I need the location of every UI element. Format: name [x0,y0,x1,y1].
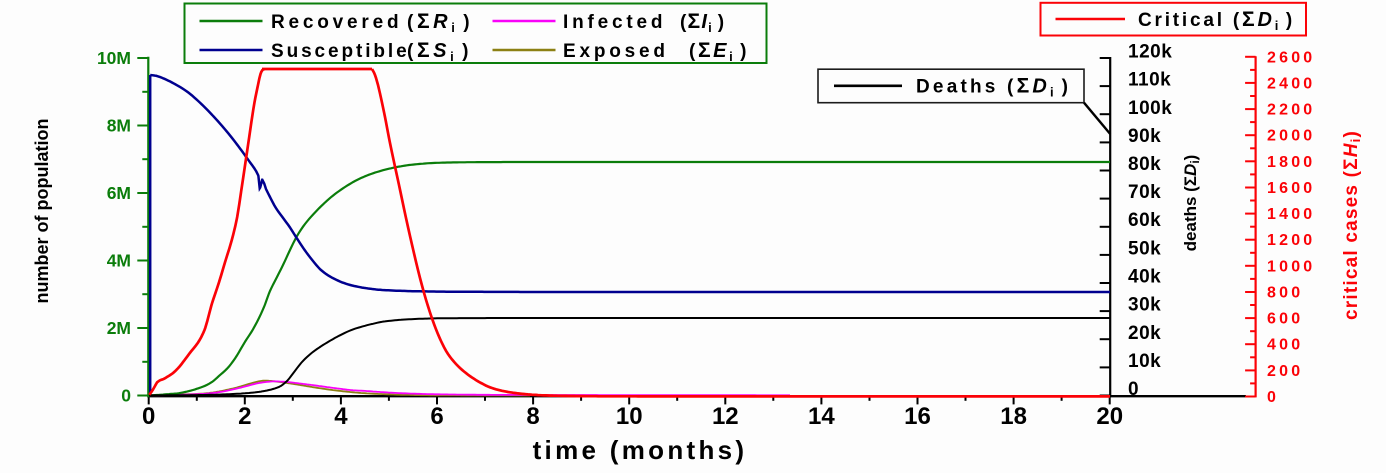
svg-text:2M: 2M [107,318,131,338]
svg-text:0: 0 [121,386,131,406]
svg-text:400: 400 [1267,337,1303,354]
svg-text:0: 0 [142,403,155,430]
svg-text:(ΣIi ): (ΣIi ) [680,10,725,35]
svg-text:4M: 4M [107,251,131,271]
svg-text:30k: 30k [1128,295,1161,316]
svg-text:(ΣSi ): (ΣSi ) [407,39,472,64]
svg-text:Exposed: Exposed [563,41,669,62]
svg-text:18: 18 [1000,403,1027,430]
svg-text:1800: 1800 [1267,154,1315,171]
svg-text:20k: 20k [1128,323,1161,344]
svg-text:Deaths (ΣDi ): Deaths (ΣDi ) [916,75,1071,100]
svg-text:10M: 10M [97,48,131,68]
svg-text:8: 8 [526,403,539,430]
svg-text:60k: 60k [1128,210,1161,231]
svg-text:12: 12 [712,403,739,430]
svg-text:800: 800 [1267,285,1303,302]
svg-text:80k: 80k [1128,154,1161,175]
svg-text:90k: 90k [1128,126,1161,147]
svg-text:Recovered: Recovered [271,12,402,33]
svg-text:20: 20 [1096,403,1123,430]
svg-text:1000: 1000 [1267,258,1315,275]
svg-text:0: 0 [1267,389,1279,406]
svg-text:1200: 1200 [1267,232,1315,249]
svg-text:10: 10 [616,403,643,430]
svg-text:10k: 10k [1128,351,1161,372]
svg-text:6: 6 [430,403,443,430]
svg-text:120k: 120k [1128,42,1172,63]
svg-text:Infected: Infected [563,12,666,33]
svg-text:2600: 2600 [1267,49,1315,66]
svg-text:Susceptible: Susceptible [271,41,410,62]
svg-text:8M: 8M [107,116,131,136]
svg-text:(ΣRi ): (ΣRi ) [407,10,473,35]
svg-text:200: 200 [1267,363,1303,380]
svg-text:critical cases (ΣHi): critical cases (ΣHi) [1341,130,1363,320]
svg-text:deaths (ΣDi): deaths (ΣDi) [1181,155,1202,252]
svg-text:time (months): time (months) [533,435,748,465]
svg-text:110k: 110k [1128,70,1171,91]
svg-text:Critical (ΣDi ): Critical (ΣDi ) [1138,8,1295,33]
svg-text:1600: 1600 [1267,180,1315,197]
svg-text:600: 600 [1267,311,1303,328]
svg-text:6M: 6M [107,183,131,203]
svg-text:70k: 70k [1128,182,1161,203]
svg-text:number of population: number of population [32,119,52,304]
svg-text:2400: 2400 [1267,75,1315,92]
svg-text:4: 4 [334,403,348,430]
svg-text:2: 2 [238,403,251,430]
svg-text:1400: 1400 [1267,206,1315,223]
svg-text:50k: 50k [1128,238,1161,259]
svg-text:2000: 2000 [1267,128,1315,145]
svg-text:40k: 40k [1128,267,1161,288]
svg-text:0: 0 [1128,379,1139,400]
svg-text:100k: 100k [1128,98,1172,119]
svg-text:16: 16 [904,403,931,430]
svg-text:14: 14 [808,403,835,430]
svg-text:2200: 2200 [1267,102,1315,119]
svg-text:(ΣEi ): (ΣEi ) [689,39,749,64]
